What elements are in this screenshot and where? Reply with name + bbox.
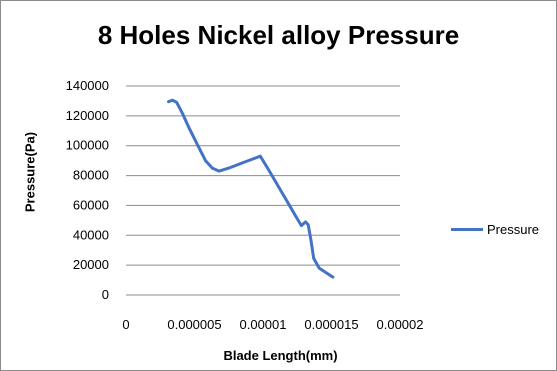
x-axis-label: Blade Length(mm) bbox=[223, 348, 338, 363]
y-tick-label: 0 bbox=[102, 287, 109, 302]
y-tick-label: 140000 bbox=[66, 78, 109, 93]
x-tick-label: 0 bbox=[122, 317, 129, 332]
y-tick-label: 60000 bbox=[73, 197, 109, 212]
chart-title: 8 Holes Nickel alloy Pressure bbox=[97, 20, 460, 50]
series-line-pressure bbox=[167, 98, 335, 279]
x-tick-label: 0.00002 bbox=[377, 317, 424, 332]
legend-swatch-pressure bbox=[451, 228, 483, 231]
y-tick-label: 20000 bbox=[73, 257, 109, 272]
y-tick-label: 40000 bbox=[73, 227, 109, 242]
y-tick-label: 120000 bbox=[66, 108, 109, 123]
y-axis-label: Pressure(Pa) bbox=[22, 131, 38, 213]
x-tick-label: 0.000015 bbox=[304, 317, 358, 332]
legend-label-pressure: Pressure bbox=[487, 222, 540, 237]
x-tick-label: 0.000005 bbox=[167, 317, 221, 332]
legend: Pressure bbox=[451, 222, 539, 237]
y-tick-label: 80000 bbox=[73, 168, 109, 183]
y-tick-label: 100000 bbox=[66, 138, 109, 153]
x-tick-label: 0.00001 bbox=[240, 317, 287, 332]
